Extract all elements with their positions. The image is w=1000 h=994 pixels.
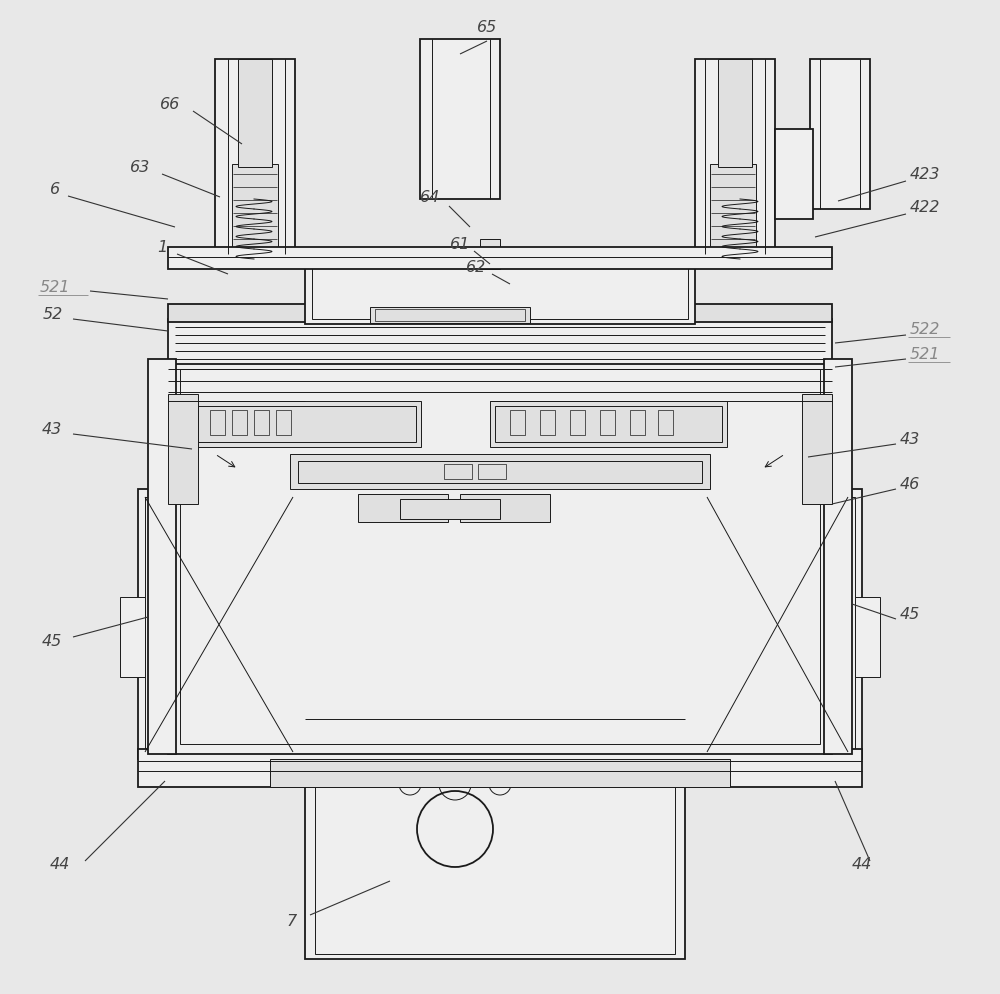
Text: 521: 521 (910, 347, 940, 362)
Bar (210, 411, 225, 435)
Bar (700, 489, 862, 759)
Bar (168, 320, 832, 365)
Bar (710, 165, 756, 256)
Bar (312, 261, 688, 320)
Text: 6: 6 (50, 182, 60, 197)
Text: 7: 7 (287, 913, 297, 928)
Bar (168, 395, 198, 505)
Text: 43: 43 (900, 432, 920, 447)
Bar (370, 308, 530, 324)
Bar (570, 411, 585, 435)
Bar (695, 60, 775, 254)
Text: 423: 423 (910, 167, 940, 182)
Bar (138, 749, 862, 787)
Text: 65: 65 (477, 21, 497, 36)
Bar (480, 240, 500, 269)
Bar (165, 754, 305, 784)
Text: 46: 46 (900, 477, 920, 492)
Bar (484, 248, 496, 267)
Bar (168, 305, 832, 323)
Text: 422: 422 (910, 201, 940, 216)
Bar (290, 454, 710, 489)
Bar (375, 310, 525, 322)
Bar (824, 360, 852, 754)
Bar (145, 498, 293, 752)
Bar (855, 597, 880, 677)
Text: 43: 43 (42, 422, 62, 437)
Bar (315, 500, 675, 954)
Text: 522: 522 (910, 322, 940, 337)
Bar (193, 402, 421, 447)
Bar (810, 60, 870, 210)
Bar (695, 754, 835, 784)
Bar (254, 411, 269, 435)
Bar (725, 496, 780, 535)
Bar (460, 494, 550, 523)
Bar (215, 60, 295, 254)
Text: 1: 1 (157, 241, 167, 255)
Text: 45: 45 (42, 634, 62, 649)
Bar (180, 370, 820, 745)
Bar (718, 60, 752, 168)
Bar (238, 60, 272, 168)
Bar (490, 402, 727, 447)
Bar (358, 494, 448, 523)
Bar (168, 248, 832, 269)
Bar (510, 411, 525, 435)
Bar (478, 464, 506, 479)
Text: 63: 63 (130, 160, 150, 175)
Bar (420, 40, 500, 200)
Text: 64: 64 (420, 190, 440, 206)
Bar (270, 759, 730, 787)
Bar (540, 411, 555, 435)
Bar (168, 360, 832, 754)
Bar (495, 407, 722, 442)
Bar (775, 130, 813, 220)
Bar (220, 496, 275, 535)
Bar (400, 500, 500, 520)
Text: 61: 61 (450, 238, 470, 252)
Bar (276, 411, 291, 435)
Bar (138, 489, 300, 759)
Bar (305, 254, 695, 325)
Bar (707, 498, 855, 752)
Bar (444, 464, 472, 479)
Text: 62: 62 (466, 260, 486, 275)
Text: 44: 44 (852, 857, 872, 872)
Bar (120, 597, 145, 677)
Text: 44: 44 (50, 857, 70, 872)
Bar (148, 360, 176, 754)
Bar (198, 407, 416, 442)
Bar (232, 165, 278, 256)
Bar (232, 411, 247, 435)
Text: 521: 521 (40, 280, 70, 295)
Bar (305, 489, 685, 959)
Bar (630, 411, 645, 435)
Bar (298, 461, 702, 483)
Text: 52: 52 (43, 307, 63, 322)
Text: 66: 66 (160, 97, 180, 112)
Bar (600, 411, 615, 435)
Bar (802, 395, 832, 505)
Bar (658, 411, 673, 435)
Text: 45: 45 (900, 607, 920, 622)
